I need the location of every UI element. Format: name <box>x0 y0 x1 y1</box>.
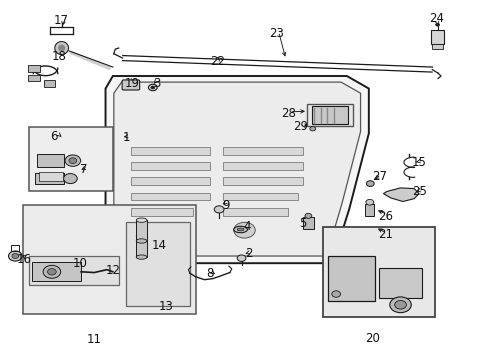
Circle shape <box>43 265 61 278</box>
Bar <box>131 162 210 170</box>
Text: 26: 26 <box>378 210 393 223</box>
Text: 4: 4 <box>243 220 250 233</box>
Bar <box>378 268 421 298</box>
Text: 19: 19 <box>124 77 140 90</box>
Text: 23: 23 <box>268 27 283 40</box>
Ellipse shape <box>237 228 244 231</box>
Circle shape <box>148 84 157 91</box>
Ellipse shape <box>233 226 247 233</box>
Bar <box>136 220 147 241</box>
Text: 14: 14 <box>151 239 166 252</box>
Bar <box>222 177 303 185</box>
Bar <box>311 107 347 125</box>
Bar <box>37 154 64 167</box>
Circle shape <box>365 199 373 205</box>
Text: 1: 1 <box>122 131 130 144</box>
Circle shape <box>237 255 245 261</box>
Circle shape <box>331 291 340 297</box>
Circle shape <box>65 155 81 166</box>
Bar <box>131 193 210 201</box>
Ellipse shape <box>136 234 147 238</box>
Bar <box>131 177 210 185</box>
Circle shape <box>305 213 311 219</box>
Text: 20: 20 <box>364 332 379 345</box>
Bar <box>131 147 210 155</box>
Bar <box>306 104 352 126</box>
Circle shape <box>63 174 77 184</box>
Polygon shape <box>105 76 368 263</box>
Bar <box>328 256 374 301</box>
Text: 28: 28 <box>281 107 295 120</box>
Text: 13: 13 <box>159 300 174 313</box>
Text: 7: 7 <box>80 163 87 176</box>
Text: 6: 6 <box>50 130 58 144</box>
Circle shape <box>151 86 155 89</box>
Bar <box>29 256 119 285</box>
Text: 17: 17 <box>54 14 69 27</box>
Circle shape <box>366 181 373 186</box>
Circle shape <box>12 253 19 258</box>
Bar <box>222 193 298 201</box>
Polygon shape <box>114 82 360 256</box>
Bar <box>22 205 195 315</box>
Bar <box>35 173 64 184</box>
Text: 5: 5 <box>299 217 306 230</box>
Bar <box>28 65 40 72</box>
FancyBboxPatch shape <box>122 80 140 90</box>
Text: 21: 21 <box>378 228 393 241</box>
Circle shape <box>69 158 77 163</box>
Bar <box>136 236 147 257</box>
Text: 11: 11 <box>87 333 102 346</box>
Circle shape <box>47 269 56 275</box>
Bar <box>430 30 444 44</box>
Circle shape <box>435 23 439 26</box>
Text: 24: 24 <box>429 12 444 25</box>
Bar <box>431 44 442 49</box>
Text: 10: 10 <box>72 257 87 270</box>
Bar <box>28 75 40 81</box>
Bar <box>29 127 113 192</box>
Text: 25: 25 <box>412 185 427 198</box>
Bar <box>365 204 373 216</box>
Bar <box>43 80 55 87</box>
Text: 27: 27 <box>372 170 387 183</box>
Text: 29: 29 <box>292 121 307 134</box>
Bar <box>32 262 81 281</box>
Bar <box>222 162 303 170</box>
Ellipse shape <box>136 239 147 243</box>
Circle shape <box>394 301 406 309</box>
Bar <box>39 172 63 181</box>
Circle shape <box>233 222 255 238</box>
Circle shape <box>214 206 224 213</box>
Text: 16: 16 <box>17 253 32 266</box>
Circle shape <box>389 297 410 313</box>
Polygon shape <box>59 45 64 51</box>
Text: 18: 18 <box>52 50 66 63</box>
Bar <box>303 217 313 229</box>
Text: 8: 8 <box>206 267 214 280</box>
Text: 22: 22 <box>210 55 224 68</box>
Polygon shape <box>55 42 68 54</box>
Text: 12: 12 <box>105 264 120 277</box>
Text: 9: 9 <box>222 199 229 212</box>
Bar <box>222 208 288 216</box>
Bar <box>131 208 193 216</box>
Bar <box>322 227 434 317</box>
Ellipse shape <box>136 255 147 259</box>
Text: 3: 3 <box>153 77 160 90</box>
Ellipse shape <box>136 218 147 222</box>
Text: 2: 2 <box>244 247 252 260</box>
Bar <box>126 222 189 306</box>
Text: 15: 15 <box>411 156 426 169</box>
Polygon shape <box>383 188 418 202</box>
Circle shape <box>8 251 22 261</box>
Circle shape <box>309 127 315 131</box>
Bar <box>222 147 303 155</box>
